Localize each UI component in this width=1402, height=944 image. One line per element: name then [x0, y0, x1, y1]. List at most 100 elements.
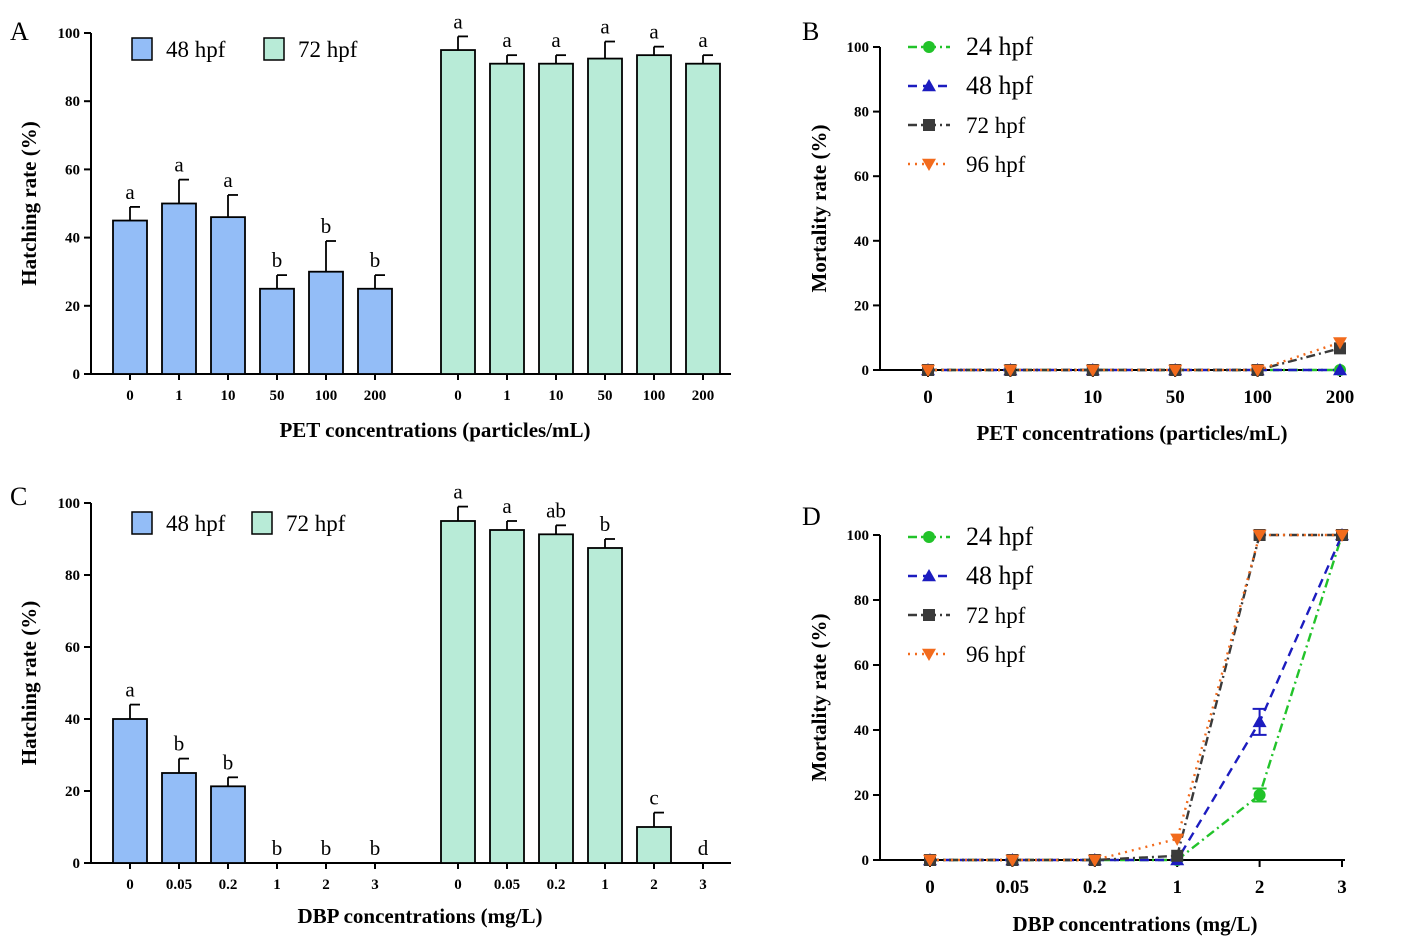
panel-c-bar	[210, 785, 246, 864]
panel-a-bar	[259, 287, 295, 375]
panel-d-y-axis-title: Mortality rate (%)	[807, 614, 831, 782]
panel-a-y-tick-label: 0	[73, 367, 81, 383]
panel-c-significance-letter: b	[223, 750, 234, 774]
panel-a-x-tick-label: 200	[364, 388, 387, 404]
panel-b-data-point	[1333, 337, 1347, 350]
panel-d-data-point	[1252, 529, 1267, 542]
panel-b-y-axis-title: Mortality rate (%)	[807, 125, 831, 293]
panel-c-y-tick-label: 100	[58, 496, 81, 512]
panel-a-bar	[636, 54, 672, 375]
panel-d-legend-label: 24 hpf	[966, 522, 1034, 551]
panel-a-legend-label: 48 hpf	[166, 37, 226, 62]
panel-d: D 0 20 40 60 80 100 Mortality rate (%) 0 0.05 0.2 1…	[802, 502, 1349, 936]
panel-c-legend-label: 48 hpf	[166, 511, 226, 536]
panel-a-bar	[440, 49, 476, 375]
panel-c-bar	[489, 529, 525, 864]
panel-b-legend-marker	[922, 79, 936, 92]
panel-d-y-tick-label: 40	[854, 723, 869, 739]
panel-b-y-tick-label: 0	[862, 363, 870, 379]
panel-c-y-tick-label: 80	[65, 568, 80, 584]
panel-b-y-tick-label: 40	[854, 234, 869, 250]
panel-c-significance-letter: a	[125, 678, 135, 702]
panel-c-bar	[112, 718, 148, 864]
panel-c-bar	[440, 520, 476, 864]
panel-a-x-tick-label: 100	[643, 388, 666, 404]
panel-d-x-tick-label: 2	[1255, 877, 1265, 898]
panel-a-bar	[112, 219, 148, 375]
panel-c-x-tick-label: 1	[601, 877, 609, 893]
panel-b-x-axis-title: PET concentrations (particles/mL)	[976, 421, 1287, 445]
panel-a-x-tick-label: 0	[126, 388, 134, 404]
panel-c-y-tick-label: 40	[65, 712, 80, 728]
panel-c-x-axis-title: DBP concentrations (mg/L)	[298, 904, 543, 928]
panel-c-significance-letter: b	[321, 836, 332, 860]
panel-a-x-tick-label: 200	[692, 388, 715, 404]
panel-b-x-tick-label: 50	[1166, 387, 1185, 408]
panel-b-data-point	[921, 364, 935, 377]
panel-c-bar	[587, 547, 623, 864]
panel-d-data-point	[1005, 854, 1020, 867]
panel-b-series-line	[928, 341, 1341, 372]
panel-a-bar	[587, 57, 623, 375]
panel-a-x-tick-label: 10	[221, 388, 236, 404]
panel-c-x-tick-label: 0.2	[547, 877, 566, 893]
panel-d-legend-marker	[923, 609, 935, 621]
panel-c-y-tick-label: 20	[65, 784, 80, 800]
panel-d-data-point	[1253, 789, 1266, 801]
panel-a-y-tick-label: 20	[65, 299, 80, 315]
panel-a-significance-letter: a	[223, 168, 233, 192]
panel-d-x-tick-label: 3	[1337, 877, 1347, 898]
panel-b-legend-label: 48 hpf	[966, 71, 1034, 100]
panel-b-y-tick-label: 80	[854, 105, 869, 121]
panel-a-x-tick-label: 1	[503, 388, 511, 404]
panel-a-letter: A	[10, 17, 29, 46]
panel-d-data-point	[1252, 714, 1267, 728]
panel-d-series-line	[930, 533, 1342, 862]
panel-a-y-tick-label: 40	[65, 231, 80, 247]
panel-c-legend-label: 72 hpf	[286, 511, 346, 536]
panel-d-y-tick-label: 60	[854, 658, 869, 674]
panel-a-significance-letter: a	[502, 28, 512, 52]
panel-c-bar	[161, 772, 197, 864]
panel-a-legend-swatch	[131, 37, 153, 61]
panel-a-x-tick-label: 50	[270, 388, 285, 404]
panel-b-legend-marker	[923, 119, 935, 131]
panel-a-y-tick-label: 80	[65, 94, 80, 110]
panel-b-x-tick-label: 10	[1083, 387, 1102, 408]
panel-b-legend-marker	[923, 41, 935, 53]
panel-a-significance-letter: a	[125, 180, 135, 204]
panel-a-y-tick-label: 60	[65, 162, 80, 178]
panel-c-legend-swatch	[251, 511, 273, 535]
panel-b-x-tick-label: 200	[1326, 387, 1355, 408]
panel-a-bar	[685, 62, 721, 375]
panel-b-legend-label: 72 hpf	[966, 113, 1026, 138]
panel-d-x-axis-title: DBP concentrations (mg/L)	[1013, 912, 1258, 936]
panel-c-significance-letter: c	[649, 786, 658, 810]
panel-b-data-point	[1085, 364, 1100, 377]
panel-a-significance-letter: b	[321, 214, 332, 238]
panel-b-legend-marker	[922, 158, 936, 171]
panel-a-significance-letter: a	[453, 9, 463, 33]
panel-a-significance-letter: b	[272, 248, 283, 272]
panel-a-significance-letter: b	[370, 248, 381, 272]
panel-c-significance-letter: a	[502, 494, 512, 518]
panel-b: B 0 20 40 60 80 100 Mortality rate (%) 0 1 10 50 100…	[802, 17, 1354, 445]
panel-c-legend-swatch	[131, 511, 153, 535]
panel-b-letter: B	[802, 17, 819, 46]
panel-c-x-tick-label: 0	[454, 877, 462, 893]
panel-d-data-point	[1335, 529, 1349, 542]
panel-d-legend-label: 72 hpf	[966, 603, 1026, 628]
panel-d-y-tick-label: 0	[862, 853, 870, 869]
panel-c-x-tick-label: 2	[322, 877, 330, 893]
panel-d-legend-marker	[923, 531, 935, 543]
panel-b-y-tick-label: 20	[854, 298, 869, 314]
panel-c-x-tick-label: 3	[699, 877, 707, 893]
panel-c-significance-letter: ab	[546, 498, 566, 522]
panel-b-data-point	[1003, 364, 1018, 377]
panel-b-data-point	[1250, 364, 1265, 377]
panel-d-data-point	[1171, 849, 1184, 862]
panel-c-x-tick-label: 1	[273, 877, 281, 893]
panel-a-significance-letter: a	[551, 28, 561, 52]
panel-a-significance-letter: a	[174, 153, 184, 177]
panel-a-bar	[357, 287, 393, 375]
